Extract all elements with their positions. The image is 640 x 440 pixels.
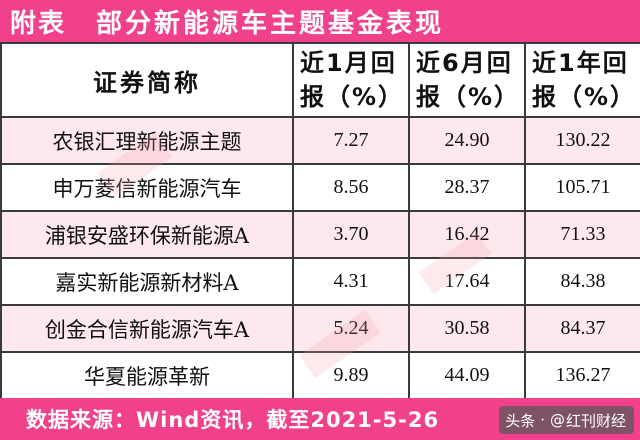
at-symbol: @ (549, 411, 565, 429)
table-row: 华夏能源革新 9.89 44.09 136.27 (0, 351, 640, 400)
header-1-month-line1: 近1月回 (300, 49, 397, 77)
header-1-year-return: 近1年回 报（%） (524, 42, 640, 118)
table-row: 嘉实新能源新材料A 4.31 17.64 84.38 (0, 257, 640, 306)
header-1-year-line1: 近1年回 (532, 49, 629, 77)
return-1-year-cell: 105.71 (524, 163, 640, 212)
fund-name-cell: 嘉实新能源新材料A (0, 257, 294, 306)
fund-performance-table: 证券简称 近1月回 报（%） 近6月回 报（%） 近1年回 报（%） 农银汇理新… (0, 42, 640, 400)
return-6-month-cell: 17.64 (408, 257, 526, 306)
title-prefix: 附表 (10, 8, 67, 39)
return-1-month-cell: 4.31 (292, 257, 410, 306)
fund-name-cell: 浦银安盛环保新能源A (0, 210, 294, 259)
header-6-month-return: 近6月回 报（%） (408, 42, 526, 118)
return-6-month-cell: 44.09 (408, 351, 526, 400)
data-source-note: 数据来源：Wind资讯，截至2021-5-26 (26, 408, 440, 432)
author-badge[interactable]: 头条 · @ 红刊财经 (499, 406, 634, 434)
header-security-name: 证券简称 (0, 42, 294, 118)
table-header-row: 证券简称 近1月回 报（%） 近6月回 报（%） 近1年回 报（%） (0, 42, 640, 118)
return-1-year-cell: 136.27 (524, 351, 640, 400)
return-1-month-cell: 3.70 (292, 210, 410, 259)
return-1-month-cell: 9.89 (292, 351, 410, 400)
return-1-year-cell: 130.22 (524, 116, 640, 165)
return-1-year-cell: 84.38 (524, 257, 640, 306)
separator-dot-icon: · (540, 411, 545, 429)
table-row: 农银汇理新能源主题 7.27 24.90 130.22 (0, 116, 640, 165)
return-6-month-cell: 28.37 (408, 163, 526, 212)
fund-name-cell: 华夏能源革新 (0, 351, 294, 400)
table-row: 创金合信新能源汽车A 5.24 30.58 84.37 (0, 304, 640, 353)
fund-name-cell: 申万菱信新能源汽车 (0, 163, 294, 212)
return-6-month-cell: 16.42 (408, 210, 526, 259)
header-1-year-line2: 报（%） (532, 83, 637, 111)
table-title: 部分新能源车主题基金表现 (96, 8, 445, 39)
return-1-month-cell: 5.24 (292, 304, 410, 353)
header-1-month-return: 近1月回 报（%） (292, 42, 410, 118)
fund-table-container: 证券简称 近1月回 报（%） 近6月回 报（%） 近1年回 报（%） 农银汇理新… (0, 42, 640, 400)
return-1-month-cell: 7.27 (292, 116, 410, 165)
author-name: 红刊财经 (565, 411, 626, 430)
return-1-month-cell: 8.56 (292, 163, 410, 212)
return-1-year-cell: 84.37 (524, 304, 640, 353)
table-row: 浦银安盛环保新能源A 3.70 16.42 71.33 (0, 210, 640, 259)
fund-name-cell: 农银汇理新能源主题 (0, 116, 294, 165)
header-1-month-line2: 报（%） (300, 83, 405, 111)
return-6-month-cell: 24.90 (408, 116, 526, 165)
table-row: 申万菱信新能源汽车 8.56 28.37 105.71 (0, 163, 640, 212)
platform-label: 头条 (505, 411, 536, 430)
fund-name-cell: 创金合信新能源汽车A (0, 304, 294, 353)
return-1-year-cell: 71.33 (524, 210, 640, 259)
return-6-month-cell: 30.58 (408, 304, 526, 353)
title-bar: 附表 部分新能源车主题基金表现 (0, 0, 640, 42)
header-6-month-line2: 报（%） (416, 83, 521, 111)
header-6-month-line1: 近6月回 (416, 49, 513, 77)
